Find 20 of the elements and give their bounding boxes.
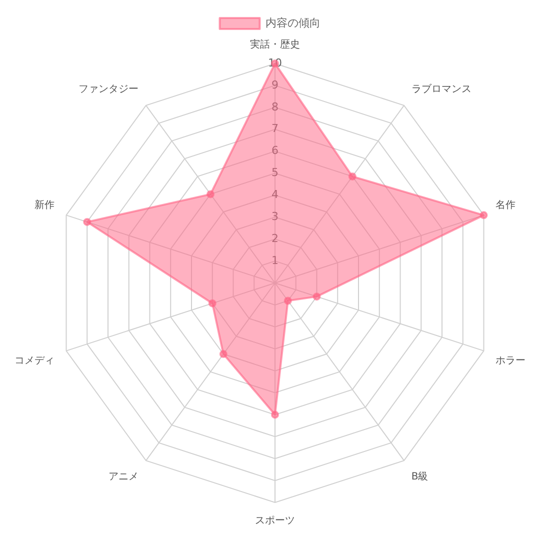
spoke-label: ラブロマンス: [411, 82, 472, 95]
spoke-label: スポーツ: [255, 516, 295, 527]
spoke-label: 実話・歴史: [250, 38, 300, 51]
y-tick-label: 4: [272, 188, 278, 202]
spoke-label: B級: [411, 471, 428, 482]
spoke-label: ファンタジー: [78, 84, 139, 95]
y-tick-label: 7: [272, 122, 278, 136]
spoke-label: コメディ: [14, 355, 54, 366]
y-tick-label: 6: [272, 144, 278, 158]
y-tick-label: 2: [272, 232, 278, 245]
y-tick-label: 8: [272, 100, 278, 114]
spoke-label: 新作: [34, 198, 54, 211]
y-tick-label: 5: [272, 166, 278, 180]
legend-label: 内容の傾向: [265, 16, 320, 30]
y-tick-label: 9: [272, 78, 278, 92]
spoke-label: アニメ: [108, 471, 139, 482]
y-tick-label: 3: [272, 210, 278, 224]
spoke-label: 名作: [496, 198, 516, 211]
y-tick-label: 1: [272, 254, 278, 267]
spoke-label: ホラー: [496, 355, 526, 366]
